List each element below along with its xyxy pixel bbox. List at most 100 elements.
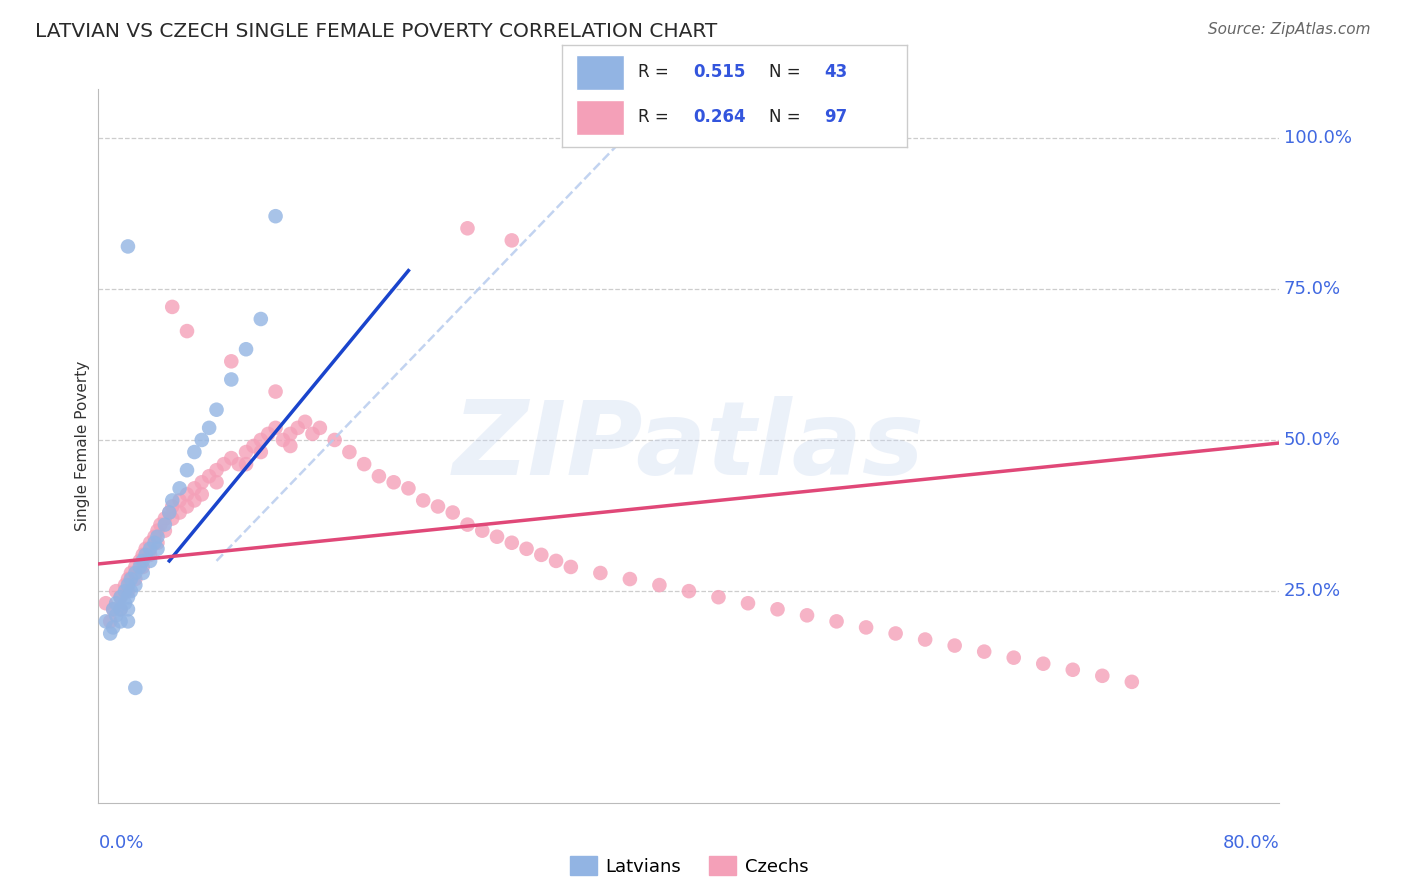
Point — [368, 469, 391, 483]
Point — [157, 506, 180, 520]
Point — [294, 415, 316, 429]
Point — [619, 572, 641, 586]
Point — [117, 602, 139, 616]
Point — [242, 439, 264, 453]
Point — [766, 602, 789, 616]
Point — [309, 421, 332, 435]
Text: 25.0%: 25.0% — [1284, 582, 1341, 600]
Text: R =: R = — [638, 63, 675, 81]
Point — [143, 535, 166, 549]
Point — [120, 566, 142, 580]
Y-axis label: Single Female Poverty: Single Female Poverty — [75, 361, 90, 531]
Point — [382, 475, 405, 490]
Point — [162, 500, 183, 514]
Point — [117, 239, 139, 253]
Point — [560, 560, 582, 574]
Point — [456, 221, 478, 235]
Point — [678, 584, 700, 599]
Point — [176, 324, 198, 338]
Point — [191, 433, 214, 447]
Point — [94, 596, 117, 610]
Point — [235, 445, 257, 459]
Point — [287, 421, 309, 435]
Point — [139, 554, 162, 568]
Point — [114, 584, 136, 599]
Point — [301, 426, 323, 441]
Point — [501, 233, 523, 247]
Point — [212, 457, 235, 471]
Point — [589, 566, 612, 580]
Point — [183, 445, 205, 459]
Point — [486, 530, 509, 544]
Point — [198, 469, 221, 483]
Point — [205, 463, 228, 477]
Text: 43: 43 — [824, 63, 848, 81]
Point — [162, 493, 183, 508]
Point — [648, 578, 671, 592]
Point — [278, 426, 302, 441]
Point — [117, 572, 139, 586]
Point — [530, 548, 553, 562]
Point — [1002, 650, 1025, 665]
Point — [132, 566, 155, 580]
Point — [176, 500, 198, 514]
Point — [855, 620, 877, 634]
Point — [235, 457, 257, 471]
Point — [515, 541, 537, 556]
Text: ZIPatlas: ZIPatlas — [453, 395, 925, 497]
Point — [103, 602, 125, 616]
Point — [132, 554, 155, 568]
Point — [198, 421, 221, 435]
Point — [98, 615, 121, 629]
Point — [135, 548, 157, 562]
Point — [337, 445, 360, 459]
Point — [796, 608, 818, 623]
Point — [110, 590, 132, 604]
Point — [973, 645, 995, 659]
Point — [544, 554, 567, 568]
Point — [250, 445, 273, 459]
Point — [884, 626, 907, 640]
Point — [1032, 657, 1054, 671]
Point — [117, 590, 139, 604]
Point — [250, 312, 273, 326]
Point — [149, 517, 172, 532]
Point — [124, 566, 146, 580]
Point — [427, 500, 450, 514]
Text: LATVIAN VS CZECH SINGLE FEMALE POVERTY CORRELATION CHART: LATVIAN VS CZECH SINGLE FEMALE POVERTY C… — [35, 22, 717, 41]
Point — [139, 535, 162, 549]
Point — [323, 433, 346, 447]
Point — [235, 343, 257, 357]
FancyBboxPatch shape — [576, 55, 624, 90]
Point — [257, 426, 280, 441]
Point — [169, 493, 191, 508]
Point — [110, 602, 132, 616]
Point — [501, 535, 523, 549]
Point — [441, 506, 464, 520]
Point — [117, 615, 139, 629]
Point — [162, 300, 183, 314]
Point — [139, 541, 162, 556]
Point — [146, 524, 169, 538]
Point — [157, 506, 180, 520]
Point — [825, 615, 848, 629]
Point — [264, 209, 287, 223]
Point — [271, 433, 294, 447]
Point — [1091, 669, 1114, 683]
Point — [1062, 663, 1084, 677]
Point — [228, 457, 250, 471]
Point — [103, 620, 125, 634]
Point — [176, 463, 198, 477]
Text: 0.264: 0.264 — [693, 109, 747, 127]
Point — [169, 481, 191, 495]
Text: N =: N = — [769, 63, 806, 81]
Point — [124, 578, 146, 592]
Point — [219, 354, 242, 368]
Point — [183, 493, 205, 508]
Point — [153, 511, 176, 525]
Legend: Latvians, Czechs: Latvians, Czechs — [562, 849, 815, 883]
Point — [205, 475, 228, 490]
Point — [110, 602, 132, 616]
Text: R =: R = — [638, 109, 675, 127]
Text: 0.0%: 0.0% — [98, 834, 143, 852]
